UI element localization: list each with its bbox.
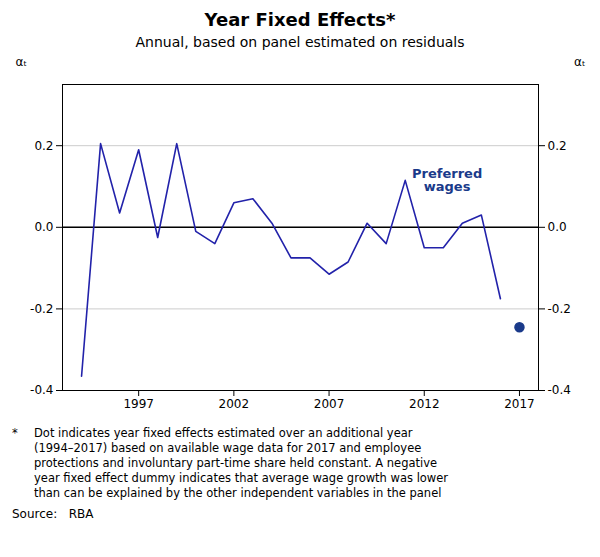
svg-text:0.0: 0.0: [548, 220, 567, 234]
svg-text:2017: 2017: [504, 397, 535, 411]
svg-text:2007: 2007: [314, 397, 345, 411]
svg-text:αₜ: αₜ: [16, 55, 27, 69]
svg-text:2012: 2012: [409, 397, 440, 411]
svg-text:1997: 1997: [123, 397, 154, 411]
html-text:Annual, based on panel estimat: Annual, based on panel estimated on resi…: [135, 34, 465, 50]
svg-text:0.0: 0.0: [34, 220, 53, 234]
svg-text:-0.4: -0.4: [548, 383, 571, 397]
html-text:Source: RBA: Source: RBA: [12, 507, 94, 521]
svg-text:2002: 2002: [219, 397, 250, 411]
svg-text:Preferredwages: Preferredwages: [412, 166, 482, 194]
svg-text:-0.4: -0.4: [30, 383, 53, 397]
html-text:Dot indicates year fixed effec: Dot indicates year fixed effects estimat…: [34, 426, 449, 500]
svg-text:0.2: 0.2: [548, 139, 567, 153]
svg-text:αₜ: αₜ: [574, 55, 585, 69]
html-text:Year Fixed Effects*: Year Fixed Effects*: [204, 9, 396, 30]
svg-text:-0.2: -0.2: [548, 302, 571, 316]
svg-text:-0.2: -0.2: [30, 302, 53, 316]
svg-text:0.2: 0.2: [34, 139, 53, 153]
